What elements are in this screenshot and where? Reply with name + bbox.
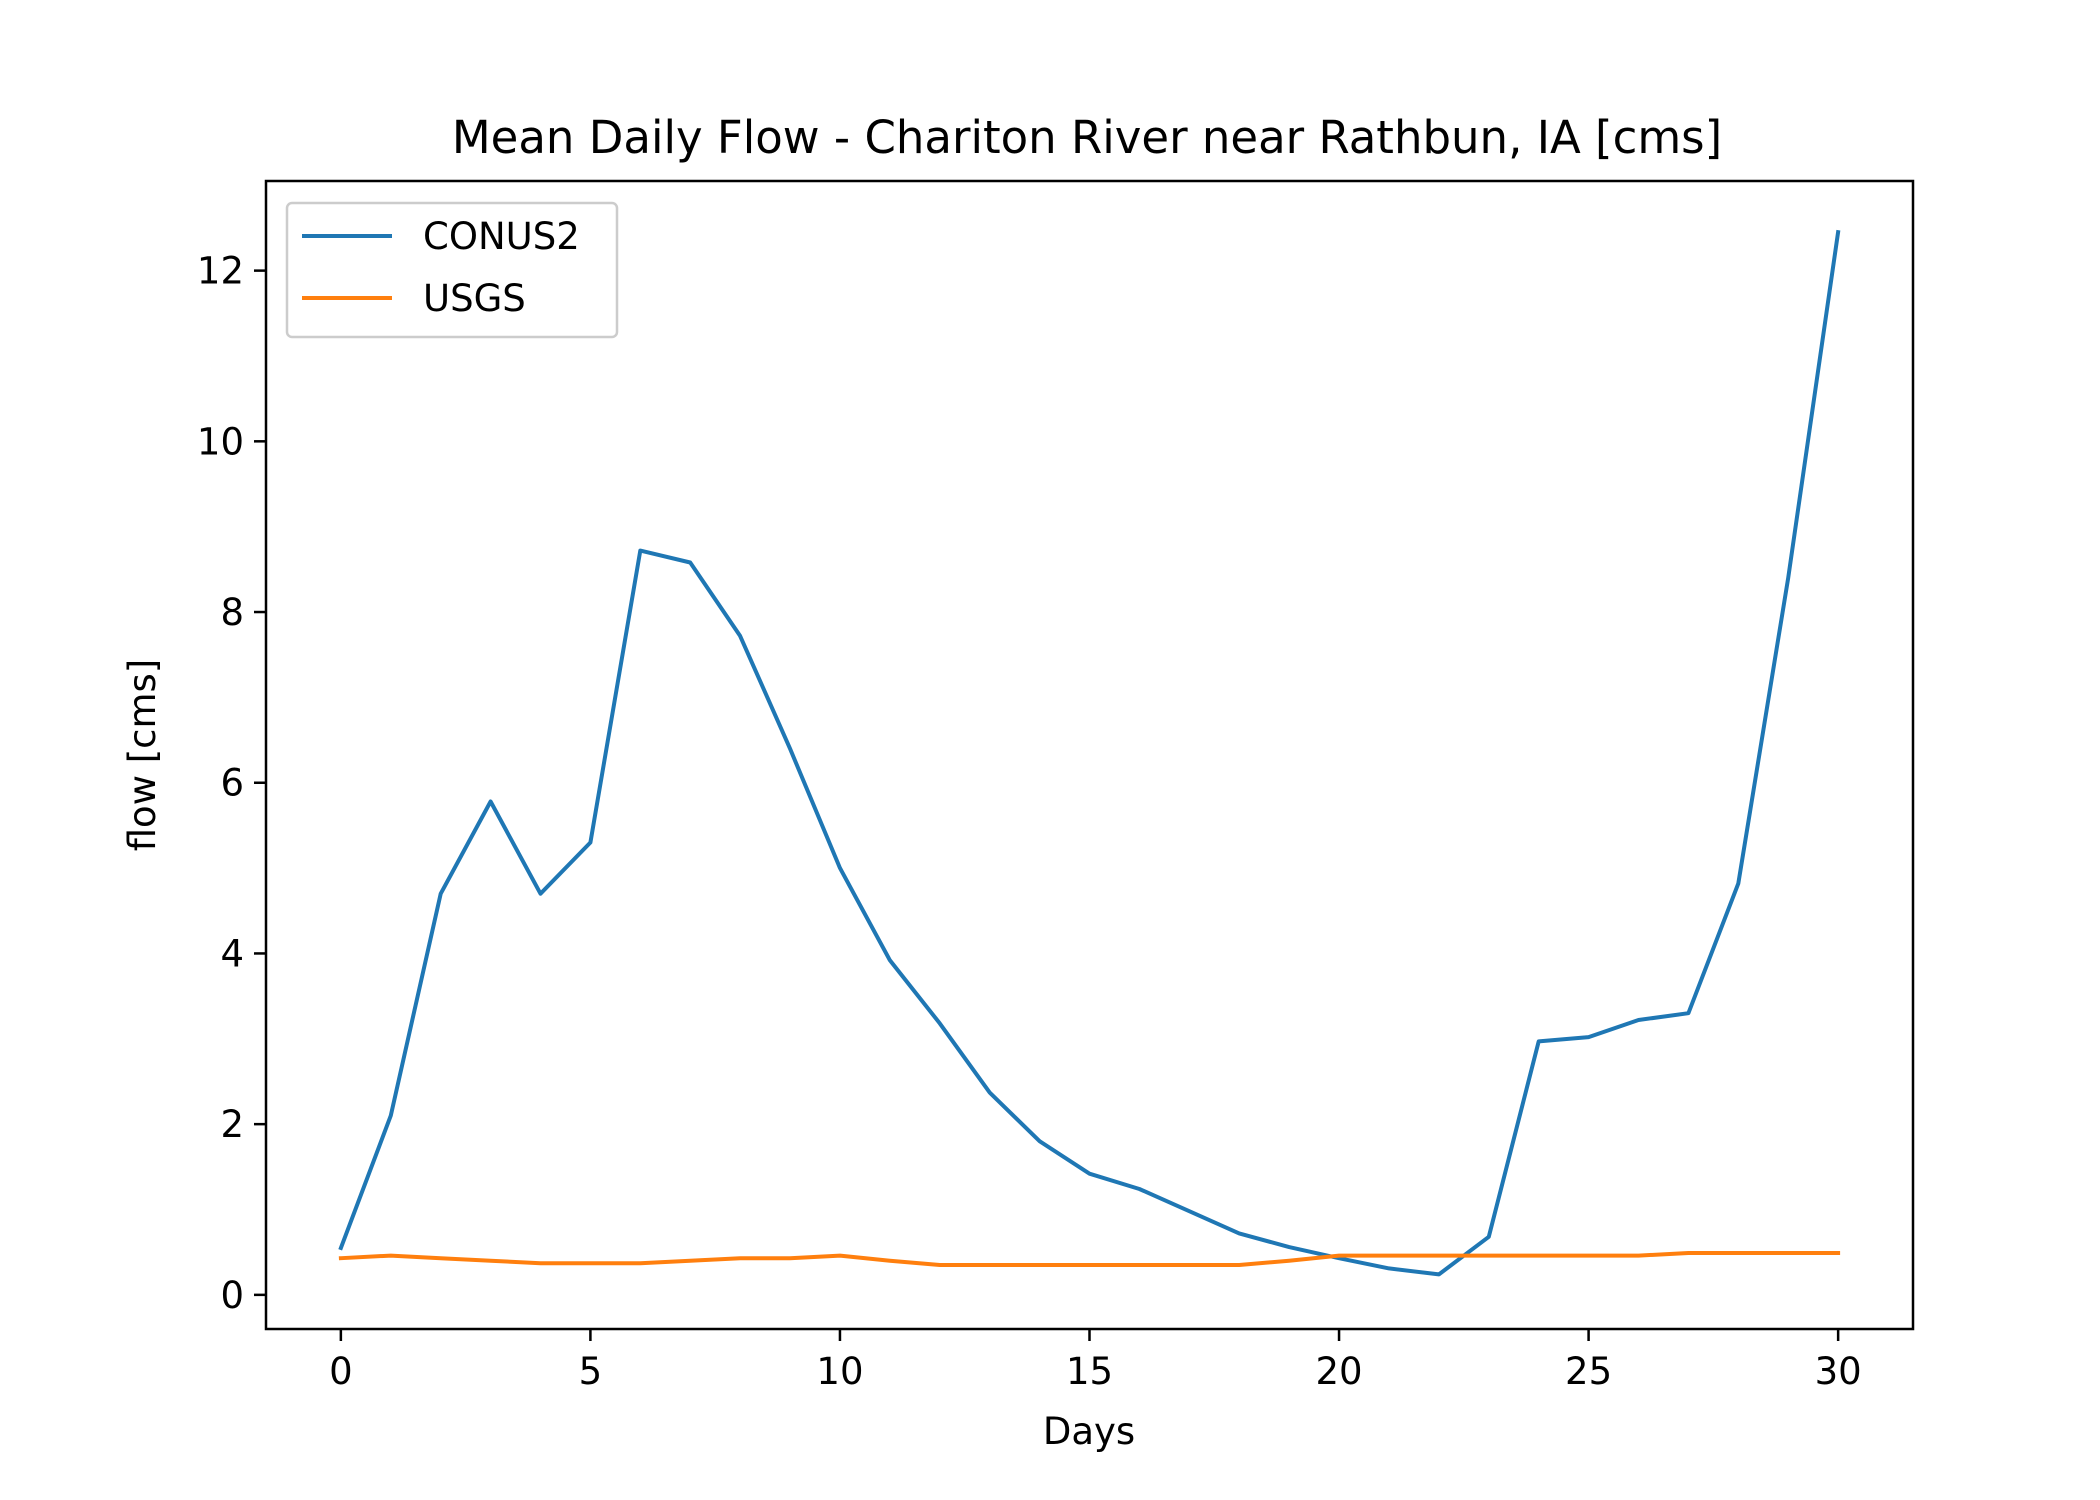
legend-label-usgs: USGS [423, 277, 526, 320]
x-tick-label: 10 [816, 1350, 863, 1393]
y-tick-label: 4 [220, 932, 244, 975]
y-tick-label: 6 [220, 762, 244, 805]
x-tick-label: 5 [579, 1350, 603, 1393]
y-tick-label: 0 [220, 1274, 244, 1317]
chart-title: Mean Daily Flow - Chariton River near Ra… [452, 111, 1722, 164]
series-line-usgs [338, 1251, 1841, 1267]
x-tick-label: 30 [1815, 1350, 1862, 1393]
series-layer [338, 229, 1841, 1277]
x-tick-label: 25 [1565, 1350, 1612, 1393]
x-tick-label: 15 [1066, 1350, 1113, 1393]
y-axis-ticks: 0 2 4 6 8 10 12 [197, 250, 266, 1317]
y-tick-label: 12 [197, 250, 244, 293]
series-line-conus2 [338, 229, 1841, 1277]
x-tick-label: 20 [1315, 1350, 1362, 1393]
y-axis-label: flow [cms] [121, 659, 164, 852]
y-tick-label: 10 [197, 420, 244, 463]
x-axis-label: Days [1043, 1410, 1135, 1453]
y-tick-label: 2 [220, 1103, 244, 1146]
x-axis-ticks: 0 5 10 15 20 25 30 [329, 1329, 1862, 1393]
legend-label-conus2: CONUS2 [423, 215, 580, 258]
y-tick-label: 8 [220, 591, 244, 634]
legend: CONUS2 USGS [285, 201, 619, 339]
x-tick-label: 0 [329, 1350, 353, 1393]
